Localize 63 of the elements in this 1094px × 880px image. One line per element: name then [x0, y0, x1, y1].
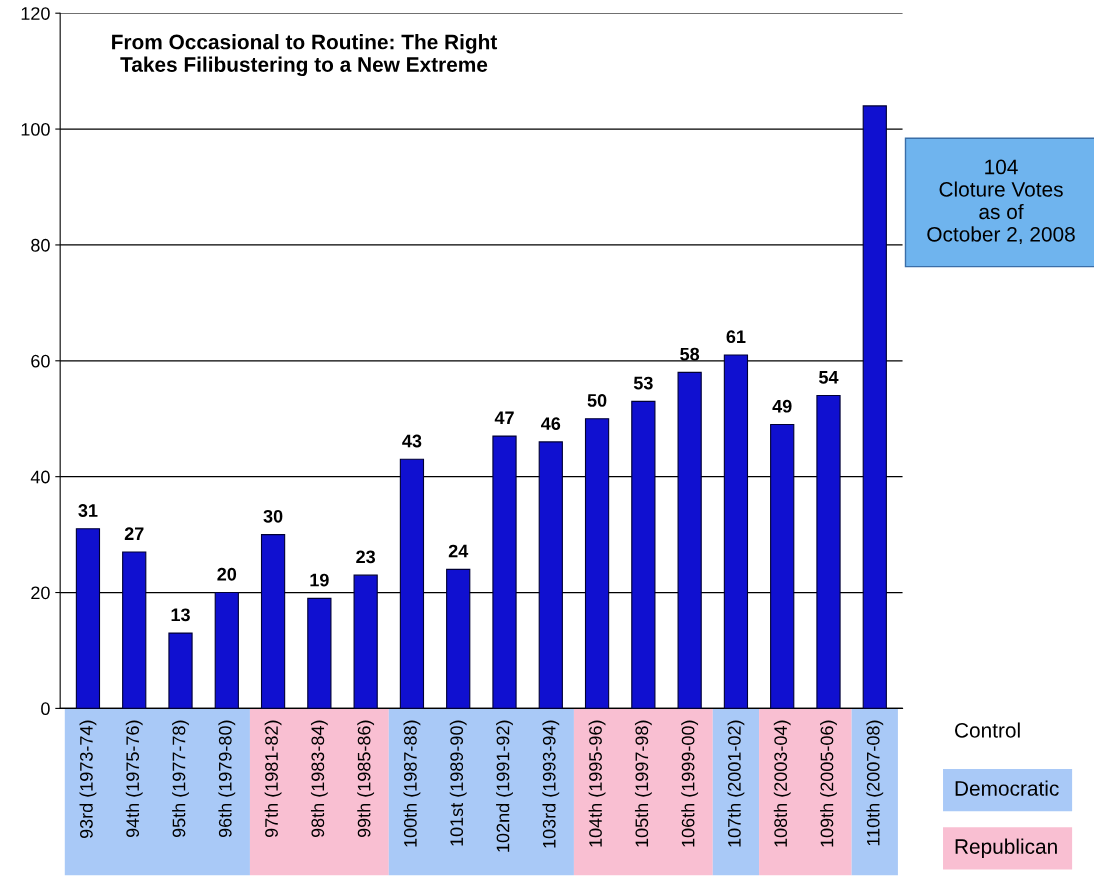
bar [260, 534, 286, 709]
data-label: 30 [263, 509, 283, 523]
data-label: 46 [541, 417, 561, 430]
data-label: 53 [633, 376, 653, 390]
x-tick-label: 110th (2007-08) [866, 720, 884, 846]
bar [770, 423, 795, 709]
bar [75, 528, 101, 709]
data-label: 24 [448, 544, 469, 558]
x-tick-label: 95th (1977-78) [172, 720, 189, 838]
data-label: 27 [124, 527, 144, 540]
data-label: 49 [772, 399, 792, 413]
x-tick-label: 98th (1983-84) [310, 720, 328, 838]
data-label: 23 [356, 550, 376, 564]
y-tick-label: 120 [21, 7, 50, 20]
y-tick-label: 20 [31, 586, 50, 600]
x-tick-label: 107th (2001-02) [727, 720, 745, 847]
x-tick-label: 103rd (1993-94) [542, 720, 560, 848]
bar [677, 371, 702, 709]
data-label: 20 [217, 567, 237, 581]
x-tick-label: 106th (1999-00) [681, 720, 699, 847]
y-tick-label: 60 [31, 354, 50, 368]
category-label: Republican [955, 838, 1057, 859]
bar [214, 591, 239, 709]
x-tick-label: 99th (1985-86) [357, 720, 375, 838]
bar [122, 551, 147, 709]
bar [538, 441, 563, 709]
x-tick-label: 93rd (1973-74) [79, 720, 97, 839]
x-tick-label: 102nd (1991-92) [496, 720, 513, 852]
text: 104 Cloture Votes as of October 2, 2008 [927, 159, 1075, 245]
x-tick-label: 97th (1981-82) [264, 720, 282, 838]
x-tick-label: 109th (2005-06) [820, 720, 837, 847]
data-label: 61 [726, 330, 746, 344]
data-label: 47 [494, 411, 514, 425]
x-tick-label: 104th (1995-96) [588, 720, 606, 847]
text: From Occasional to Routine: The Right Takes Filibustering to a New Extreme [112, 34, 498, 77]
data-label: 58 [680, 347, 700, 361]
bar [168, 632, 193, 709]
bar [631, 400, 656, 709]
bar [446, 568, 471, 709]
data-label: 31 [78, 504, 98, 517]
bar [353, 574, 378, 709]
x-tick-label: 100th (1987-88) [403, 720, 421, 847]
bar [399, 458, 425, 709]
y-tick-label: 40 [30, 470, 50, 484]
category-label: Democratic [955, 780, 1059, 796]
y-tick-label: 0 [41, 702, 50, 716]
x-tick-label: 108th (2003-04) [773, 720, 791, 847]
data-label: 50 [587, 394, 607, 407]
x-tick-label: 96th (1979-80) [218, 720, 236, 838]
data-label: 43 [402, 434, 422, 448]
data-label: 54 [819, 371, 839, 384]
bar [584, 418, 610, 709]
data-label: 19 [310, 573, 329, 587]
bar [492, 435, 517, 709]
bar [307, 597, 332, 709]
x-tick-label: 94th (1975-76) [125, 720, 143, 838]
text: Control [955, 722, 1020, 738]
x-tick-label: 101st (1989-90) [449, 720, 467, 846]
data-label: 13 [171, 608, 190, 622]
bar [816, 395, 841, 709]
y-tick-label: 80 [31, 238, 50, 252]
y-tick-label: 100 [21, 123, 50, 136]
x-tick-label: 105th (1997-98) [634, 720, 652, 847]
